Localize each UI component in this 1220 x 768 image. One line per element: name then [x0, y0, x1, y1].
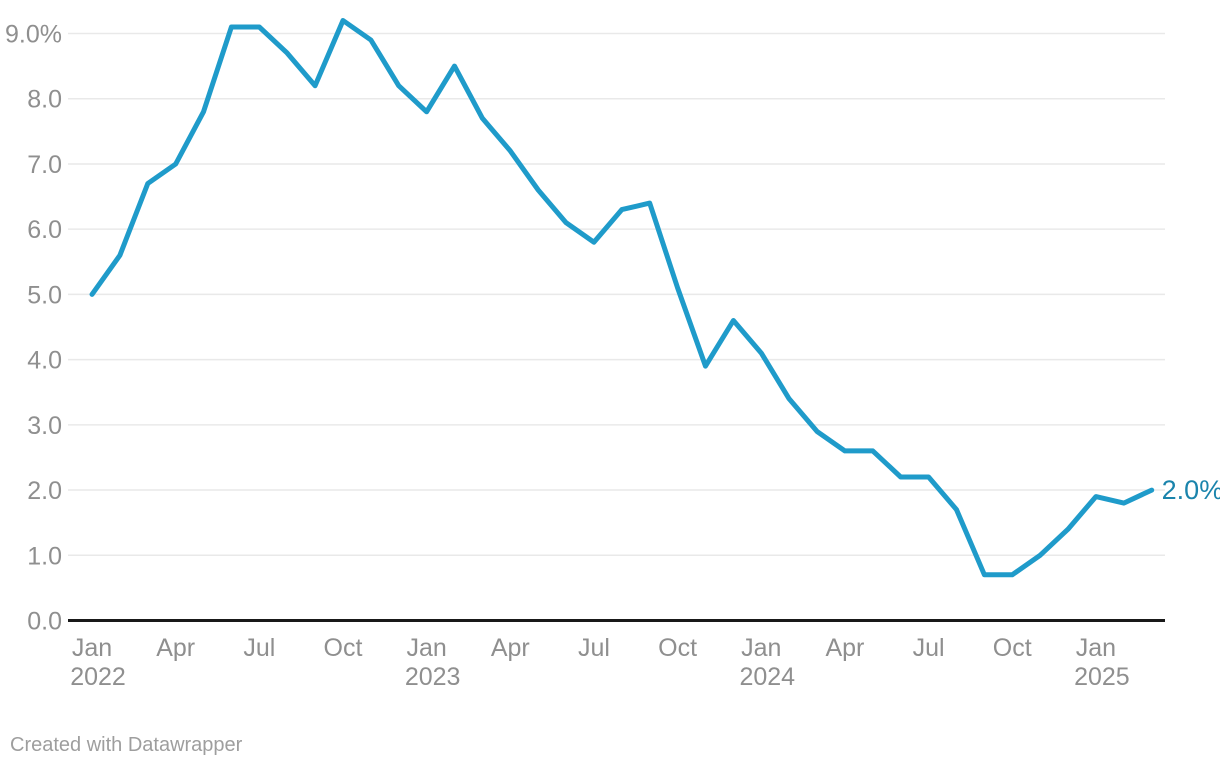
y-tick-label: 1.0: [27, 542, 62, 570]
inflation-line: [89, 18, 1155, 578]
x-tick-label: Oct: [324, 634, 363, 662]
x-tick-label: Jan: [741, 634, 781, 662]
end-value-label: 2.0%: [1162, 475, 1220, 505]
y-tick-label: 9.0%: [5, 21, 62, 49]
x-tick-label: Apr: [825, 634, 864, 662]
datawrapper-credit: Created with Datawrapper: [10, 734, 243, 756]
y-tick-label: 4.0: [27, 347, 62, 375]
x-tick-year-label: 2022: [70, 663, 126, 691]
x-tick-label: Jul: [578, 634, 610, 662]
x-tick-label: Oct: [993, 634, 1032, 662]
y-tick-label: 3.0: [27, 412, 62, 440]
y-tick-label: 8.0: [27, 86, 62, 114]
y-tick-label: 7.0: [27, 151, 62, 179]
x-tick-label: Jul: [243, 634, 275, 662]
y-tick-label: 2.0: [27, 477, 62, 505]
x-tick-label: Apr: [156, 634, 195, 662]
x-tick-year-label: 2023: [405, 663, 461, 691]
x-tick-label: Apr: [491, 634, 530, 662]
x-tick-label: Jan: [72, 634, 112, 662]
x-tick-label: Jan: [406, 634, 446, 662]
x-tick-label: Jul: [913, 634, 945, 662]
y-tick-label: 6.0: [27, 216, 62, 244]
y-tick-label: 0.0: [27, 608, 62, 636]
x-tick-label: Jan: [1076, 634, 1116, 662]
x-tick-year-label: 2024: [739, 663, 795, 691]
x-tick-year-label: 2025: [1074, 663, 1130, 691]
x-tick-label: Oct: [658, 634, 697, 662]
line-chart: 9.0%8.07.06.05.04.03.02.01.00.0Jan2022Ap…: [5, 18, 1220, 691]
y-tick-label: 5.0: [27, 281, 62, 309]
